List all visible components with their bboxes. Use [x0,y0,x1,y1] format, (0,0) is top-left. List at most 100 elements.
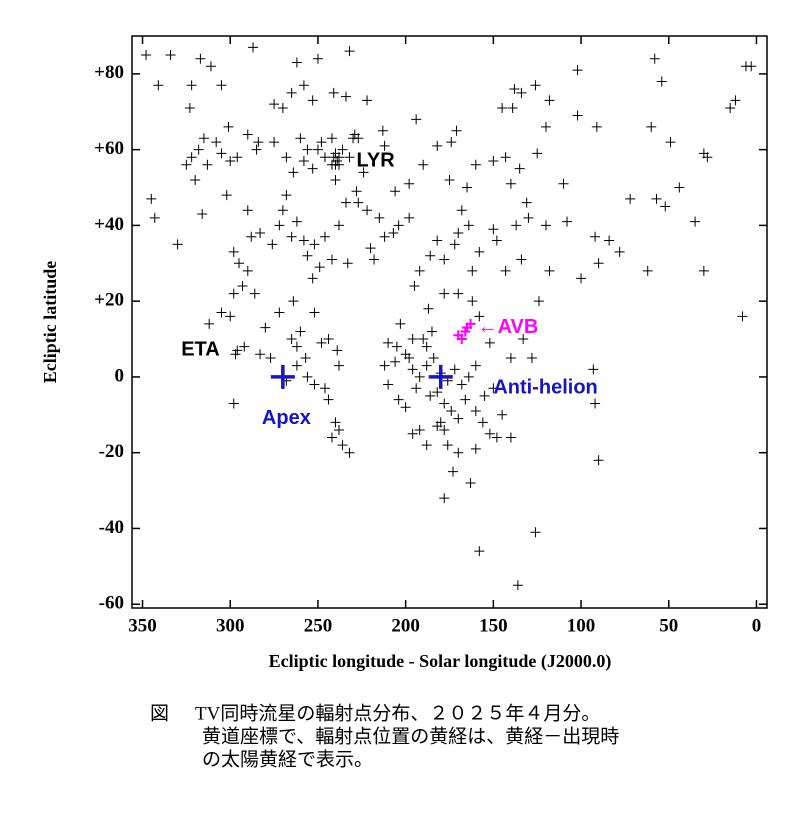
point [379,140,390,151]
point [400,402,411,413]
point [449,239,460,250]
point [456,334,467,345]
point [500,265,511,276]
point [228,398,239,409]
point [460,394,471,405]
point [234,258,245,269]
point [530,80,541,91]
annotation: LYR [357,149,396,171]
point [374,212,385,223]
point [474,246,485,257]
point [228,246,239,257]
point [146,193,157,204]
point [288,167,299,178]
point [484,428,495,439]
point [625,193,636,204]
point [674,182,685,193]
point [591,121,602,132]
point [379,360,390,371]
caption-line: の太陽黄経で表示。 [202,748,373,770]
point [407,334,418,345]
point [730,95,741,106]
point [326,133,337,144]
point [337,144,348,155]
point [330,417,341,428]
point [590,231,601,242]
point [426,326,437,337]
point [198,133,209,144]
point [333,424,344,435]
point [470,360,481,371]
point [242,205,253,216]
point [253,137,264,148]
point [270,364,295,389]
point [237,281,248,292]
point [351,186,362,197]
point [505,352,516,363]
point [404,178,415,189]
annotation: ←AVB [478,316,539,338]
point [383,379,394,390]
point [651,193,662,204]
point [277,102,288,113]
point [558,178,569,189]
point [333,159,344,170]
annotation: Anti-helion [493,377,597,399]
point [421,341,432,352]
point [330,174,341,185]
point [319,231,330,242]
point [277,205,288,216]
point [516,87,527,98]
point [269,99,280,110]
point [302,250,313,261]
point [341,91,352,102]
point [540,121,551,132]
point [439,288,450,299]
point [425,390,436,401]
point [530,527,541,538]
point [572,65,583,76]
point [505,432,516,443]
point [333,220,344,231]
point [432,387,443,398]
point [369,254,380,265]
point [309,239,320,250]
point [267,239,278,250]
point [432,421,443,432]
point [298,235,309,246]
point [383,337,394,348]
point [404,212,415,223]
point [418,334,429,345]
point [414,424,425,435]
point [491,235,502,246]
point [390,356,401,367]
point [228,288,239,299]
point [432,140,443,151]
point [184,102,195,113]
point [470,443,481,454]
point [337,440,348,451]
x-tick-label: 150 [479,615,508,636]
point [216,307,227,318]
point [291,360,302,371]
point [451,125,462,136]
point [295,133,306,144]
point [298,156,309,167]
point [312,144,323,155]
point [362,95,373,106]
point [423,303,434,314]
point [328,87,339,98]
annotation: ETA [181,339,220,361]
x-tick-label: 100 [567,615,596,636]
point [588,364,599,375]
point [260,322,271,333]
x-tick-label: 0 [752,615,762,636]
point [593,258,604,269]
point [316,137,327,148]
point [393,394,404,405]
point [698,265,709,276]
point [281,190,292,201]
point [470,406,481,417]
point [432,235,443,246]
point [488,156,499,167]
